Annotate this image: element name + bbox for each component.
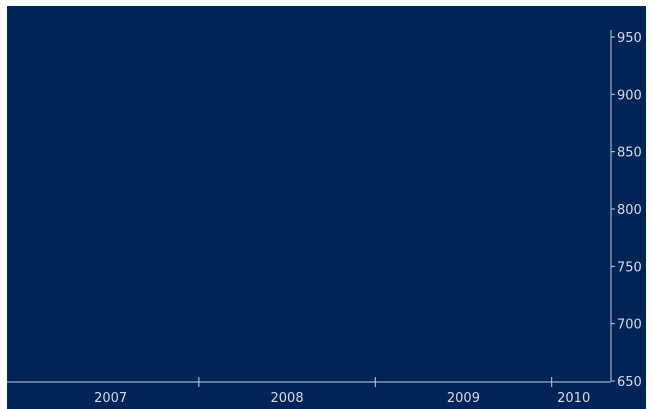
y-tick-label-650: 650 <box>617 375 642 390</box>
xaxis-area <box>7 383 646 409</box>
labels-group: 650 700 750 800 850 900 950 2007 2008 2009 2010 <box>94 31 642 406</box>
y-tick-label-700: 700 <box>617 318 642 333</box>
axis-area <box>611 6 646 409</box>
axes-group <box>7 6 646 409</box>
y-tick-label-900: 900 <box>617 88 642 103</box>
y-tick-label-950: 950 <box>617 31 642 46</box>
y-tick-label-800: 800 <box>617 203 642 218</box>
y-tick-label-750: 750 <box>617 260 642 275</box>
x-group-label-2007: 2007 <box>94 391 127 406</box>
y-tick-label-850: 850 <box>617 146 642 161</box>
x-group-label-2010: 2010 <box>557 391 590 406</box>
plot-area <box>7 6 611 384</box>
x-group-label-2009: 2009 <box>447 391 480 406</box>
x-group-label-2008: 2008 <box>271 391 304 406</box>
